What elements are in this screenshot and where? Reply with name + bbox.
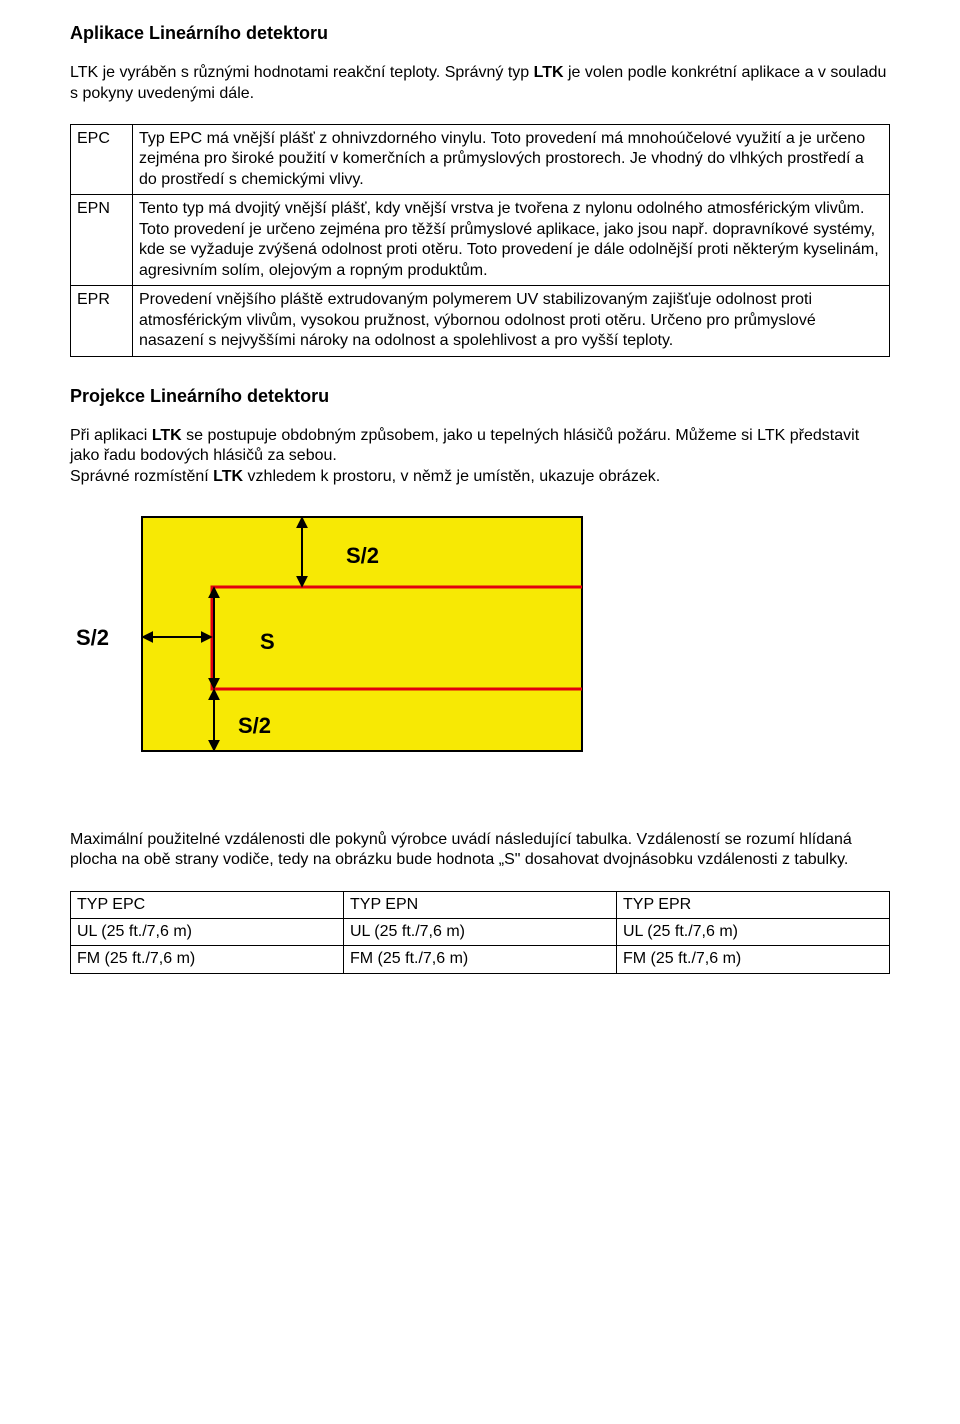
projekce-paragraph: Při aplikaci LTK se postupuje obdobným z… <box>70 426 890 487</box>
def-desc: Provedení vnějšího pláště extrudovaným p… <box>133 286 890 356</box>
dist-header: TYP EPR <box>617 891 890 918</box>
distance-intro: Maximální použitelné vzdálenosti dle pok… <box>70 830 890 871</box>
table-row: EPR Provedení vnějšího pláště extrudovan… <box>71 286 890 356</box>
def-desc: Tento typ má dvojitý vnější plášť, kdy v… <box>133 195 890 286</box>
p2-post: vzhledem k prostoru, v němž je umístěn, … <box>243 468 660 485</box>
heading-aplikace: Aplikace Lineárního detektoru <box>70 22 890 45</box>
svg-text:S/2: S/2 <box>346 543 379 568</box>
distance-table: TYP EPC TYP EPN TYP EPR UL (25 ft./7,6 m… <box>70 891 890 974</box>
layout-diagram: S/2 S/2 S S/2 <box>70 507 890 793</box>
table-row: EPC Typ EPC má vnější plášť z ohnivzdorn… <box>71 124 890 194</box>
intro-ltk-bold: LTK <box>534 64 564 81</box>
table-row: EPN Tento typ má dvojitý vnější plášť, k… <box>71 195 890 286</box>
layout-diagram-svg: S/2 S/2 S S/2 <box>70 507 590 787</box>
heading-projekce: Projekce Lineárního detektoru <box>70 385 890 408</box>
table-row: FM (25 ft./7,6 m) FM (25 ft./7,6 m) FM (… <box>71 946 890 973</box>
p2-pre: Správné rozmístění <box>70 468 213 485</box>
svg-text:S/2: S/2 <box>238 713 271 738</box>
def-key: EPR <box>71 286 133 356</box>
dist-cell: FM (25 ft./7,6 m) <box>344 946 617 973</box>
dist-header: TYP EPC <box>71 891 344 918</box>
intro-paragraph: LTK je vyráběn s různými hodnotami reakč… <box>70 63 890 104</box>
def-key: EPN <box>71 195 133 286</box>
def-key: EPC <box>71 124 133 194</box>
dist-cell: UL (25 ft./7,6 m) <box>71 918 344 945</box>
svg-text:S/2: S/2 <box>76 625 109 650</box>
svg-text:S: S <box>260 629 275 654</box>
p1-mid: se postupuje obdobným způsobem, jako u t… <box>70 427 859 464</box>
p2-ltk-bold: LTK <box>213 468 243 485</box>
dist-cell: UL (25 ft./7,6 m) <box>344 918 617 945</box>
def-desc: Typ EPC má vnější plášť z ohnivzdorného … <box>133 124 890 194</box>
dist-header: TYP EPN <box>344 891 617 918</box>
p1-pre: Při aplikaci <box>70 427 152 444</box>
dist-cell: FM (25 ft./7,6 m) <box>71 946 344 973</box>
definition-table: EPC Typ EPC má vnější plášť z ohnivzdorn… <box>70 124 890 357</box>
dist-cell: UL (25 ft./7,6 m) <box>617 918 890 945</box>
dist-cell: FM (25 ft./7,6 m) <box>617 946 890 973</box>
intro-text-pre: LTK je vyráběn s různými hodnotami reakč… <box>70 64 534 81</box>
p1-ltk-bold: LTK <box>152 427 182 444</box>
table-row: TYP EPC TYP EPN TYP EPR <box>71 891 890 918</box>
table-row: UL (25 ft./7,6 m) UL (25 ft./7,6 m) UL (… <box>71 918 890 945</box>
